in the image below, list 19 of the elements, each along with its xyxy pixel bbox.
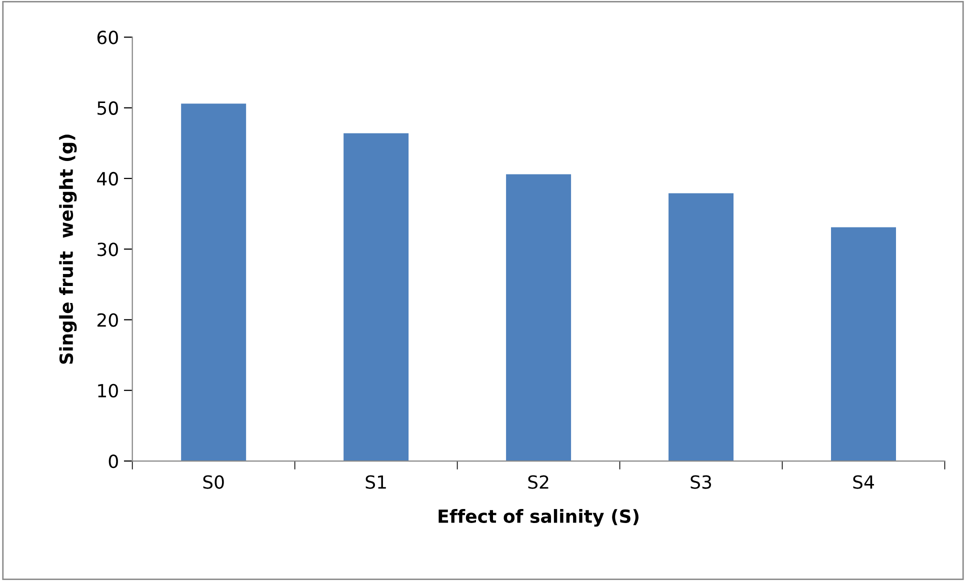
y-axis-title: Single fruit weight (g) [59, 134, 77, 364]
x-tick-label: S4 [853, 475, 874, 489]
y-tick-label: 60 [97, 30, 118, 44]
bar [344, 133, 409, 462]
x-tick-label: S0 [203, 475, 224, 489]
y-tick-label: 10 [98, 384, 118, 398]
y-tick-label: 30 [98, 242, 118, 256]
y-tick-label: 50 [98, 101, 118, 115]
y-tick-label: 40 [97, 172, 118, 186]
x-tick-label: S3 [690, 475, 712, 489]
bar [506, 174, 572, 462]
bar [181, 104, 246, 462]
bar [831, 227, 896, 462]
x-axis-title: Effect of salinity (S) [438, 509, 638, 527]
y-tick-label: 20 [97, 313, 118, 327]
bar [668, 193, 734, 462]
x-tick-label: S2 [528, 475, 548, 489]
x-tick-label: S1 [366, 475, 386, 489]
y-tick-label: 0 [108, 454, 118, 468]
